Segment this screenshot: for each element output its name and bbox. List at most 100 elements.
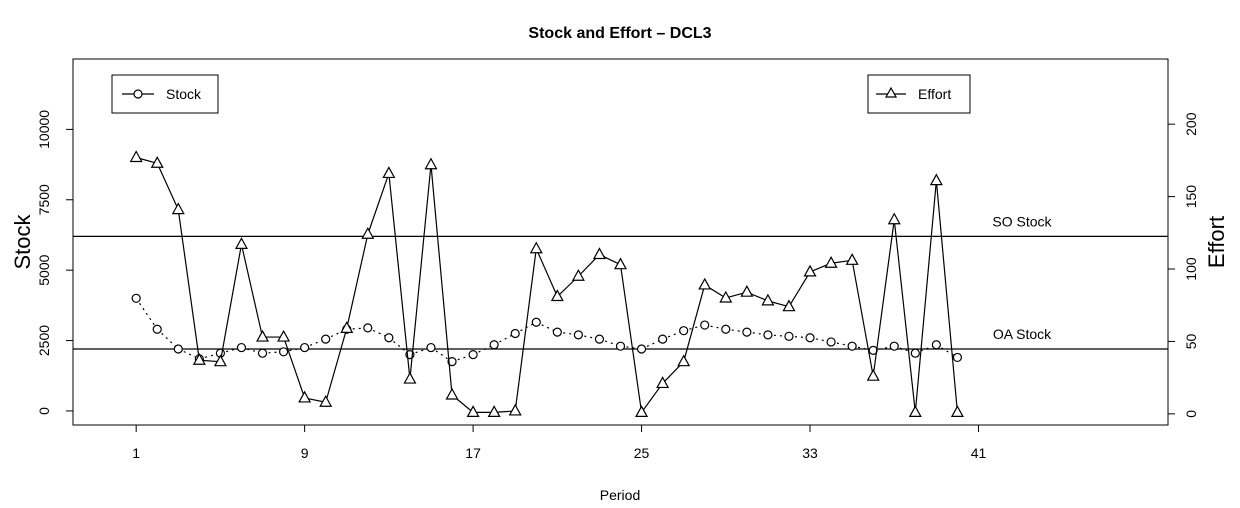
effort-point [319, 395, 333, 407]
effort-point [550, 289, 564, 302]
effort-point [466, 405, 480, 417]
effort-point [571, 269, 585, 281]
stock-point [552, 327, 562, 337]
legend-effort: Effort [867, 74, 971, 114]
y-tick-label-left: 7500 [36, 184, 52, 215]
legend-stock-marker [133, 89, 143, 99]
effort-segment [641, 383, 664, 413]
x-tick-label: 9 [301, 445, 309, 461]
chart-title: Stock and Effort – DCL3 [528, 25, 711, 42]
stock-point [131, 293, 141, 303]
effort-segment [872, 219, 895, 377]
reference-lines: SO Stock OA Stock [73, 213, 1168, 350]
stock-point [152, 324, 162, 334]
reference-line-label: SO Stock [992, 213, 1052, 229]
effort-point [635, 405, 649, 417]
effort-point [929, 173, 943, 186]
effort-point [234, 237, 248, 249]
y-tick-label-right: 50 [1183, 333, 1199, 349]
stock-point [952, 352, 963, 363]
x-tick-label: 17 [465, 445, 481, 461]
y-tick-label-right: 150 [1183, 185, 1199, 209]
effort-point [656, 376, 670, 389]
stock-point [847, 341, 857, 351]
stock-point [573, 330, 583, 340]
effort-point [529, 241, 543, 254]
effort-point [213, 354, 227, 367]
stock-point [636, 344, 647, 354]
stock-point [447, 357, 457, 367]
effort-segment [346, 234, 369, 329]
y-tick-label-left: 0 [36, 407, 52, 415]
effort-point [950, 405, 964, 417]
x-tick-label: 1 [132, 445, 140, 461]
effort-point [698, 277, 712, 290]
effort-point [613, 257, 628, 270]
effort-segment [430, 164, 453, 396]
y-tick-label-right: 100 [1183, 257, 1199, 281]
stock-point [384, 333, 394, 343]
effort-point [782, 299, 796, 312]
effort-point [592, 247, 606, 260]
stock-point [700, 320, 710, 330]
effort-segment [240, 244, 264, 338]
series-effort [129, 150, 964, 417]
effort-point [277, 329, 291, 342]
effort-point [803, 264, 817, 277]
effort-point [256, 329, 270, 342]
stock-point [658, 334, 668, 344]
stock-point [721, 324, 731, 334]
effort-point [361, 227, 375, 239]
effort-segment [409, 164, 432, 380]
effort-segment [851, 260, 874, 377]
effort-point [677, 354, 691, 367]
stock-point [321, 334, 331, 344]
effort-point [445, 387, 459, 400]
effort-segment [388, 173, 411, 380]
legend-effort-label: Effort [918, 86, 951, 102]
stock-point [826, 337, 836, 347]
effort-segment [935, 180, 959, 413]
effort-point [171, 202, 185, 215]
stock-point [763, 330, 773, 340]
stock-point [931, 340, 941, 350]
stock-point [784, 331, 794, 341]
effort-point [424, 157, 438, 170]
x-axis-label: Period [600, 487, 640, 503]
effort-point [887, 212, 901, 225]
stock-point [594, 334, 605, 344]
plot-frame [72, 58, 1169, 426]
stock-point [531, 317, 541, 327]
stock-segment [156, 328, 179, 350]
x-tick-label: 41 [971, 445, 987, 461]
y-tick-label-right: 0 [1183, 410, 1199, 418]
y-tick-label-right: 200 [1183, 112, 1199, 136]
stock-point [257, 348, 268, 358]
effort-segment [219, 244, 243, 362]
effort-segment [514, 248, 537, 412]
effort-segment [914, 180, 937, 413]
effort-point [761, 293, 775, 306]
stock-segment [430, 347, 453, 363]
effort-segment [156, 163, 179, 210]
stock-point [889, 341, 899, 351]
reference-line-label: OA Stock [993, 326, 1052, 342]
legend-stock: Stock [111, 74, 219, 114]
stock-segment [135, 297, 158, 330]
stock-point [468, 350, 478, 360]
stock-point [679, 326, 689, 336]
effort-point [382, 166, 396, 179]
effort-point [150, 156, 164, 168]
stock-point [910, 348, 920, 358]
stock-segment [388, 337, 411, 356]
effort-segment [893, 219, 916, 413]
stock-point [805, 333, 815, 343]
stock-point [278, 347, 289, 357]
y-tick-label-left: 5000 [36, 254, 52, 285]
y-tick-label-left: 2500 [36, 325, 52, 356]
stock-segment [936, 344, 958, 358]
effort-segment [283, 336, 306, 399]
stock-point [236, 342, 247, 353]
legend-effort-marker [884, 86, 898, 98]
